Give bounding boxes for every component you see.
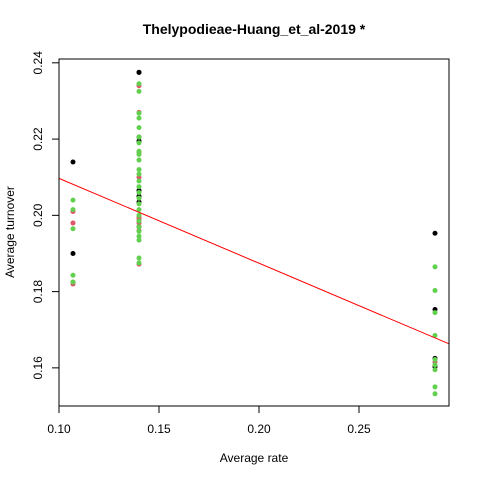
point-2-29 bbox=[136, 255, 142, 261]
point-2-39 bbox=[432, 391, 438, 397]
y-axis: 0.16 0.18 0.20 0.22 0.24 bbox=[31, 51, 59, 380]
point-0-1 bbox=[70, 250, 76, 256]
trend-layer bbox=[58, 177, 450, 345]
point-2-23 bbox=[136, 212, 142, 218]
trend-line bbox=[58, 177, 450, 345]
point-2-25 bbox=[136, 224, 142, 230]
point-2-8 bbox=[136, 115, 142, 121]
point-2-27 bbox=[136, 233, 142, 239]
point-2-18 bbox=[136, 184, 142, 190]
point-2-0 bbox=[70, 197, 76, 203]
x-tick-label-2: 0.20 bbox=[247, 422, 271, 436]
point-2-36 bbox=[432, 362, 438, 368]
point-2-2 bbox=[70, 226, 76, 232]
point-2-17 bbox=[136, 178, 142, 184]
point-2-35 bbox=[432, 356, 438, 362]
point-2-32 bbox=[432, 287, 438, 293]
points-layer bbox=[70, 69, 438, 397]
chart-title: Thelypodieae-Huang_et_al-2019 * bbox=[143, 21, 366, 37]
y-axis-label: Average turnover bbox=[3, 186, 17, 278]
x-axis-label: Average rate bbox=[220, 451, 289, 465]
x-tick-label-1: 0.15 bbox=[147, 422, 171, 436]
point-2-38 bbox=[432, 384, 438, 390]
point-2-19 bbox=[136, 189, 142, 195]
point-2-14 bbox=[136, 157, 142, 163]
point-2-13 bbox=[136, 151, 142, 157]
point-2-4 bbox=[70, 279, 76, 285]
point-2-15 bbox=[136, 167, 142, 173]
point-0-3 bbox=[136, 69, 142, 75]
point-2-10 bbox=[136, 134, 142, 140]
y-tick-label-2: 0.20 bbox=[31, 203, 45, 227]
point-2-24 bbox=[136, 218, 142, 224]
y-tick-label-1: 0.18 bbox=[31, 280, 45, 304]
point-2-1 bbox=[70, 207, 76, 213]
y-tick-label-3: 0.22 bbox=[31, 127, 45, 151]
point-2-34 bbox=[432, 332, 438, 338]
x-axis: 0.10 0.15 0.20 0.25 bbox=[47, 406, 371, 436]
point-2-6 bbox=[136, 88, 142, 94]
point-2-26 bbox=[136, 228, 142, 234]
x-tick-label-0: 0.10 bbox=[47, 422, 71, 436]
point-2-16 bbox=[136, 171, 142, 177]
point-0-0 bbox=[70, 159, 76, 165]
point-2-22 bbox=[136, 207, 142, 213]
y-tick-label-0: 0.16 bbox=[31, 356, 45, 380]
point-2-11 bbox=[136, 140, 142, 146]
point-2-31 bbox=[432, 264, 438, 270]
point-1-1 bbox=[70, 220, 76, 226]
point-2-33 bbox=[432, 310, 438, 316]
point-2-20 bbox=[136, 195, 142, 201]
plot-frame bbox=[58, 58, 450, 407]
x-tick-label-3: 0.25 bbox=[347, 422, 371, 436]
point-2-7 bbox=[136, 110, 142, 116]
point-2-5 bbox=[136, 81, 142, 87]
point-2-3 bbox=[70, 272, 76, 278]
point-2-37 bbox=[432, 367, 438, 373]
point-2-30 bbox=[136, 260, 142, 266]
y-tick-label-4: 0.24 bbox=[31, 51, 45, 75]
point-2-21 bbox=[136, 201, 142, 207]
point-2-9 bbox=[136, 125, 142, 131]
point-0-10 bbox=[432, 230, 438, 236]
point-2-28 bbox=[136, 237, 142, 243]
